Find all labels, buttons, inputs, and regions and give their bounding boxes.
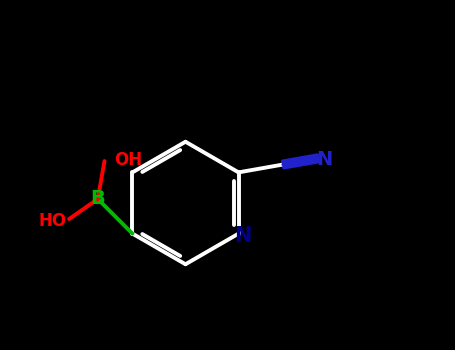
Text: OH: OH: [114, 151, 142, 169]
Text: B: B: [91, 189, 105, 209]
Text: N: N: [316, 149, 332, 169]
Text: N: N: [234, 226, 252, 246]
Text: HO: HO: [39, 212, 67, 230]
